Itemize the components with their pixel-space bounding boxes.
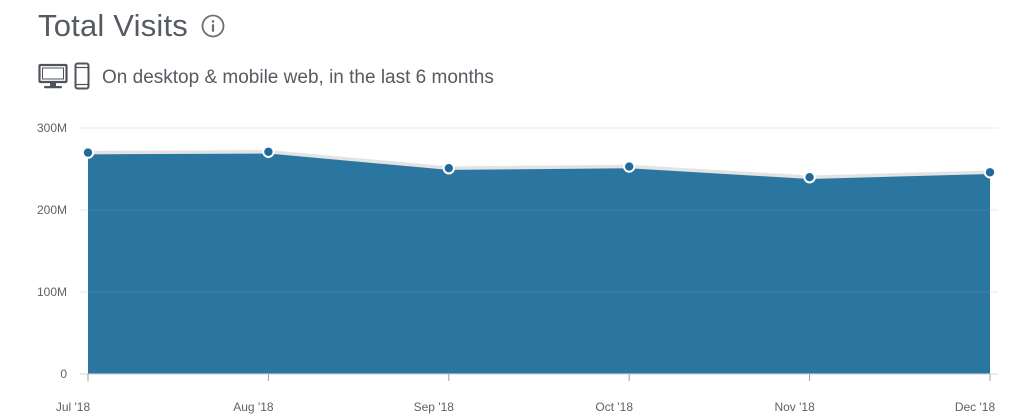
y-tick-label: 0 [60,367,67,381]
x-tick-label: Nov '18 [774,400,815,414]
mobile-phone-icon [74,62,90,95]
data-point [803,171,816,184]
data-point [983,166,997,179]
subtitle-row: On desktop & mobile web, in the last 6 m… [38,62,494,94]
x-tick-label: Dec '18 [955,400,996,414]
x-tick-label: Oct '18 [595,400,633,414]
page-title: Total Visits [38,8,188,43]
area-fill [88,151,990,374]
data-point [262,145,275,158]
y-tick-label: 300M [37,121,67,135]
x-tick-label: Aug '18 [233,400,274,414]
desktop-monitor-icon [38,62,68,95]
data-point [81,146,95,159]
x-tick-label: Sep '18 [414,400,455,414]
info-icon[interactable] [201,14,225,38]
y-tick-label: 100M [37,285,67,299]
data-point [623,160,636,173]
series-line [87,150,991,179]
x-tick-label: Jul '18 [56,400,91,414]
data-point [442,161,455,175]
y-tick-label: 200M [37,203,67,217]
subtitle: On desktop & mobile web, in the last 6 m… [102,67,494,88]
title-row: Total Visits [38,4,225,48]
